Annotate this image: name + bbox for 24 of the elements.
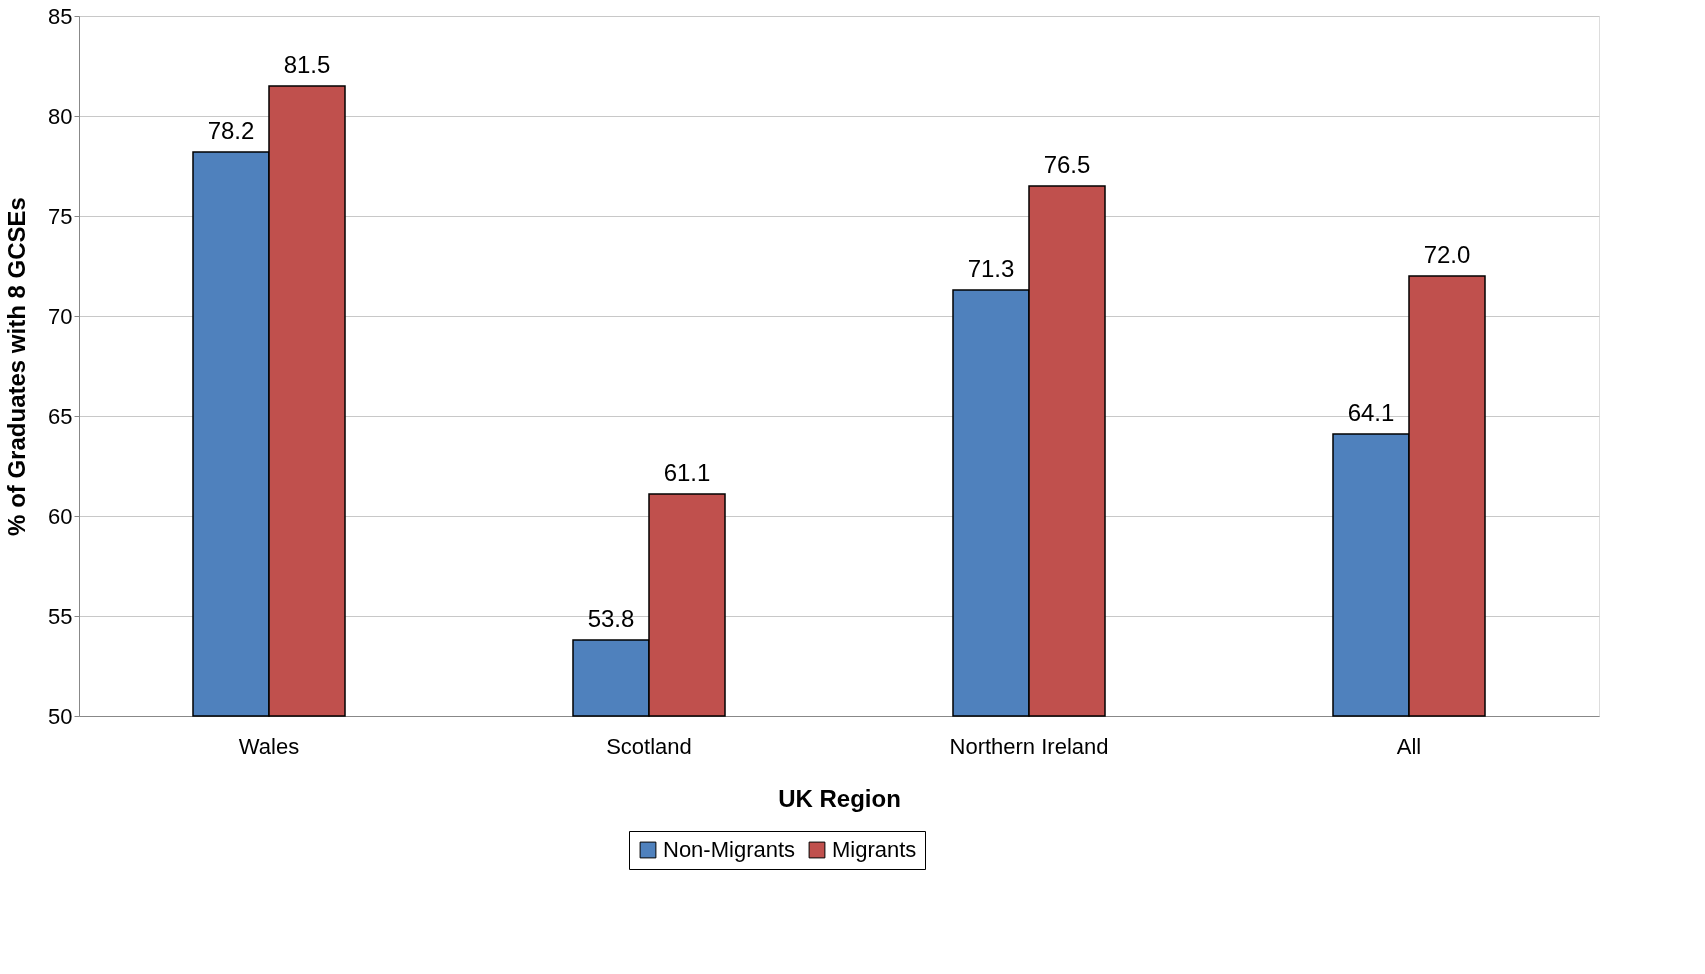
x-tick-label: Wales [238, 733, 300, 759]
data-label: 72.0 [1423, 241, 1471, 268]
y-tick-label: 60 [48, 503, 73, 529]
y-tick-label: 70 [48, 303, 73, 329]
y-tick-label: 85 [48, 3, 73, 29]
y-tick-label: 55 [48, 603, 73, 629]
data-label: 78.2 [207, 117, 255, 144]
data-label: 53.8 [587, 605, 635, 632]
legend-label: Non-Migrants [663, 837, 796, 862]
legend-label: Migrants [832, 837, 917, 862]
data-label: 64.1 [1347, 399, 1395, 426]
y-tick-label: 50 [48, 703, 73, 729]
x-tick-label: Scotland [606, 733, 692, 759]
data-label: 76.5 [1043, 151, 1091, 178]
x-tick-label: Northern Ireland [949, 733, 1109, 759]
y-tick-label: 80 [48, 103, 73, 129]
data-label: 71.3 [967, 255, 1015, 282]
y-axis-title: % of Graduates with 8 GCSEs [3, 197, 31, 536]
data-label: 81.5 [283, 51, 331, 78]
y-tick-label: 75 [48, 203, 73, 229]
x-axis-title: UK Region [778, 784, 901, 812]
x-tick-label: All [1396, 733, 1422, 759]
data-label: 61.1 [663, 459, 711, 486]
y-tick-label: 65 [48, 403, 73, 429]
